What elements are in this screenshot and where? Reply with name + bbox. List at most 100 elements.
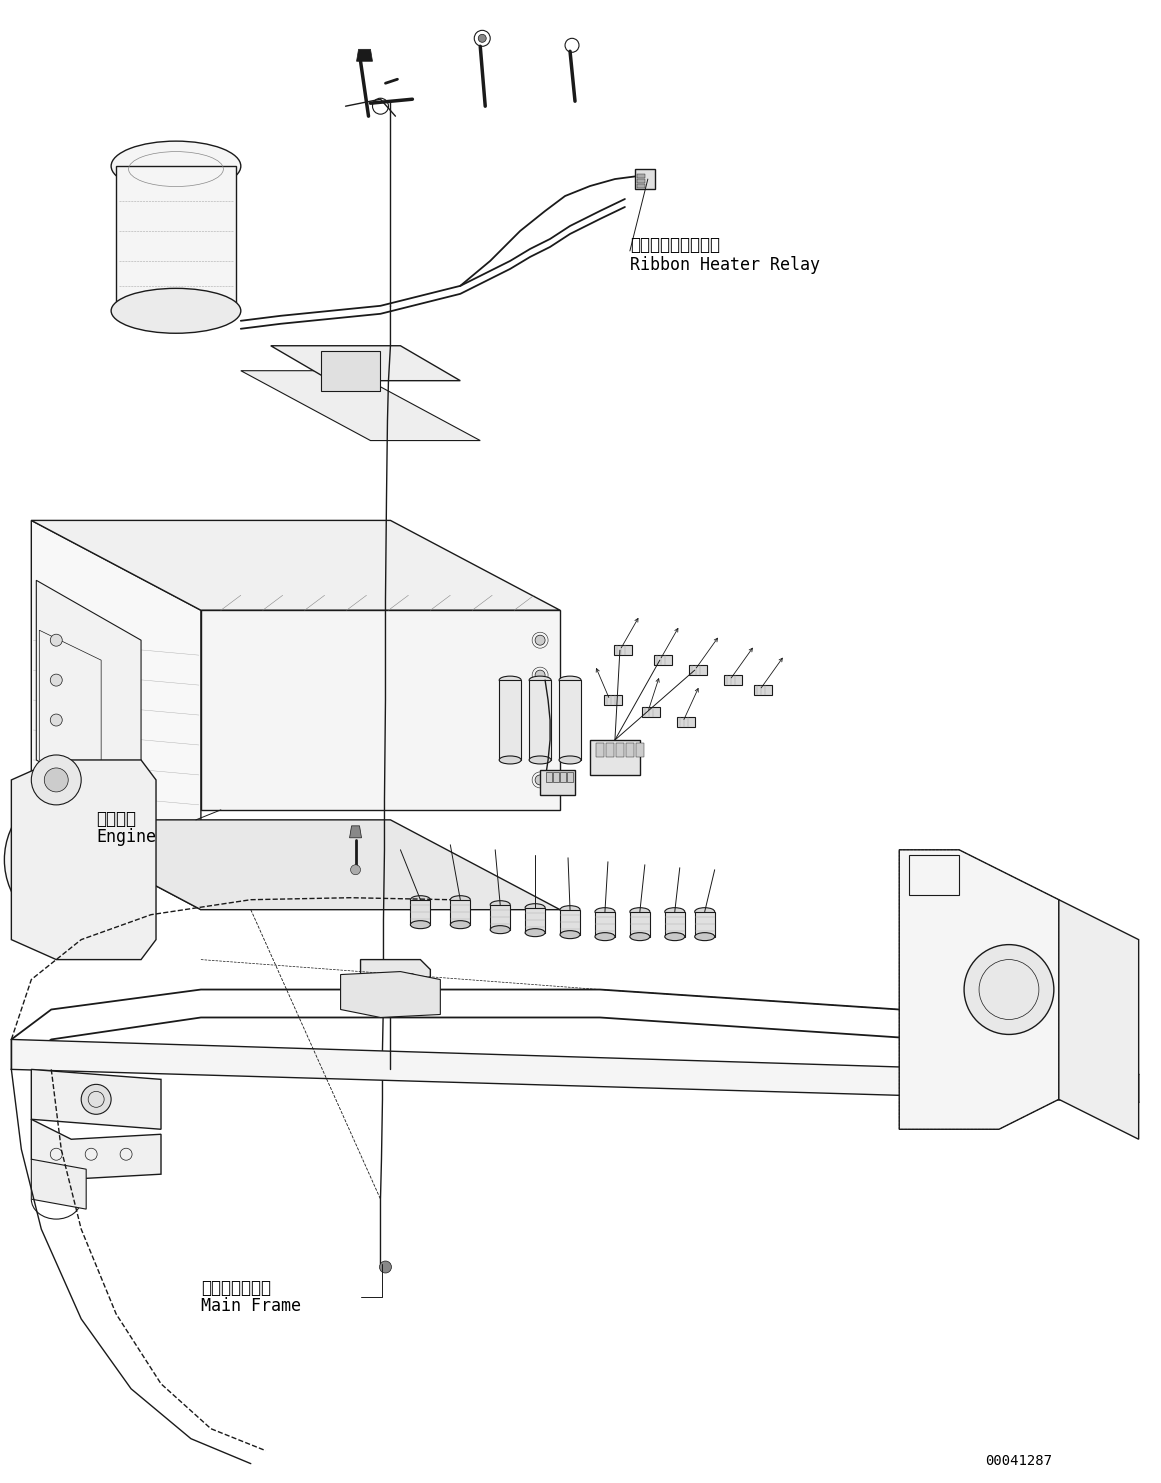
Ellipse shape <box>630 933 650 940</box>
Bar <box>688 666 707 675</box>
Circle shape <box>98 894 106 903</box>
Circle shape <box>351 865 361 875</box>
Bar <box>546 773 553 782</box>
Polygon shape <box>31 820 560 909</box>
Bar <box>635 169 655 188</box>
Bar <box>753 685 772 696</box>
Circle shape <box>964 945 1054 1035</box>
Bar <box>616 743 623 756</box>
Bar <box>596 743 604 756</box>
Polygon shape <box>340 971 440 1017</box>
Ellipse shape <box>490 925 510 934</box>
Ellipse shape <box>560 676 580 684</box>
Ellipse shape <box>594 933 615 940</box>
Circle shape <box>31 755 81 805</box>
Circle shape <box>535 635 545 645</box>
Bar <box>560 773 567 782</box>
Ellipse shape <box>111 141 240 191</box>
Text: Ribbon Heater Relay: Ribbon Heater Relay <box>630 257 820 274</box>
Ellipse shape <box>499 756 521 764</box>
Circle shape <box>478 34 486 43</box>
Polygon shape <box>900 850 1059 1129</box>
Ellipse shape <box>560 756 580 764</box>
Ellipse shape <box>410 921 431 928</box>
Polygon shape <box>36 580 140 820</box>
Text: Main Frame: Main Frame <box>201 1298 301 1315</box>
Circle shape <box>535 740 545 750</box>
Circle shape <box>50 713 63 727</box>
Polygon shape <box>271 346 460 381</box>
Bar <box>529 681 551 759</box>
Bar <box>642 707 659 718</box>
Polygon shape <box>31 1160 86 1209</box>
Ellipse shape <box>694 933 715 940</box>
Ellipse shape <box>450 896 470 903</box>
Circle shape <box>64 845 94 875</box>
Bar <box>626 743 634 756</box>
Bar <box>637 179 644 182</box>
Ellipse shape <box>525 928 545 937</box>
Text: エンジン: エンジン <box>96 810 136 828</box>
Circle shape <box>535 670 545 681</box>
Polygon shape <box>12 759 156 960</box>
Bar <box>604 696 622 704</box>
Ellipse shape <box>490 900 510 909</box>
Polygon shape <box>361 960 431 1004</box>
Bar <box>694 912 715 937</box>
Polygon shape <box>201 610 560 810</box>
Ellipse shape <box>529 756 551 764</box>
Text: リボンヒータリレー: リボンヒータリレー <box>630 236 720 254</box>
Ellipse shape <box>410 896 431 903</box>
Ellipse shape <box>450 921 470 928</box>
Polygon shape <box>349 826 361 838</box>
Bar <box>630 912 650 937</box>
Ellipse shape <box>694 908 715 915</box>
Circle shape <box>52 817 60 825</box>
Circle shape <box>30 856 38 863</box>
Circle shape <box>535 704 545 715</box>
Circle shape <box>81 1084 111 1114</box>
Circle shape <box>50 675 63 687</box>
Text: メインフレーム: メインフレーム <box>201 1278 271 1298</box>
Bar <box>665 912 685 937</box>
Ellipse shape <box>499 676 521 684</box>
Polygon shape <box>31 1120 161 1179</box>
Bar <box>637 184 644 188</box>
Bar <box>499 681 521 759</box>
Polygon shape <box>240 371 481 440</box>
Circle shape <box>98 817 106 825</box>
Ellipse shape <box>665 933 685 940</box>
Bar <box>553 773 560 782</box>
Bar <box>540 770 575 795</box>
Polygon shape <box>12 1040 1139 1102</box>
Polygon shape <box>31 1069 161 1129</box>
Bar <box>490 905 510 930</box>
Ellipse shape <box>594 908 615 915</box>
Polygon shape <box>1059 900 1139 1139</box>
Text: Engine: Engine <box>96 828 157 845</box>
Circle shape <box>52 894 60 903</box>
Circle shape <box>535 776 545 785</box>
Bar <box>637 174 644 178</box>
Polygon shape <box>116 166 236 311</box>
Bar <box>525 908 545 933</box>
Ellipse shape <box>665 908 685 915</box>
Polygon shape <box>31 521 201 909</box>
Ellipse shape <box>560 906 580 914</box>
Bar <box>654 655 672 666</box>
Bar <box>560 909 580 934</box>
Circle shape <box>49 830 109 890</box>
Ellipse shape <box>529 676 551 684</box>
Bar <box>560 681 580 759</box>
Bar <box>320 351 381 390</box>
Circle shape <box>120 856 128 863</box>
Circle shape <box>44 768 68 792</box>
Ellipse shape <box>630 908 650 915</box>
Ellipse shape <box>525 903 545 912</box>
Bar <box>636 743 644 756</box>
Bar <box>590 740 640 776</box>
Bar <box>450 900 470 925</box>
Circle shape <box>380 1261 391 1272</box>
Bar <box>614 645 632 655</box>
Ellipse shape <box>111 288 240 334</box>
